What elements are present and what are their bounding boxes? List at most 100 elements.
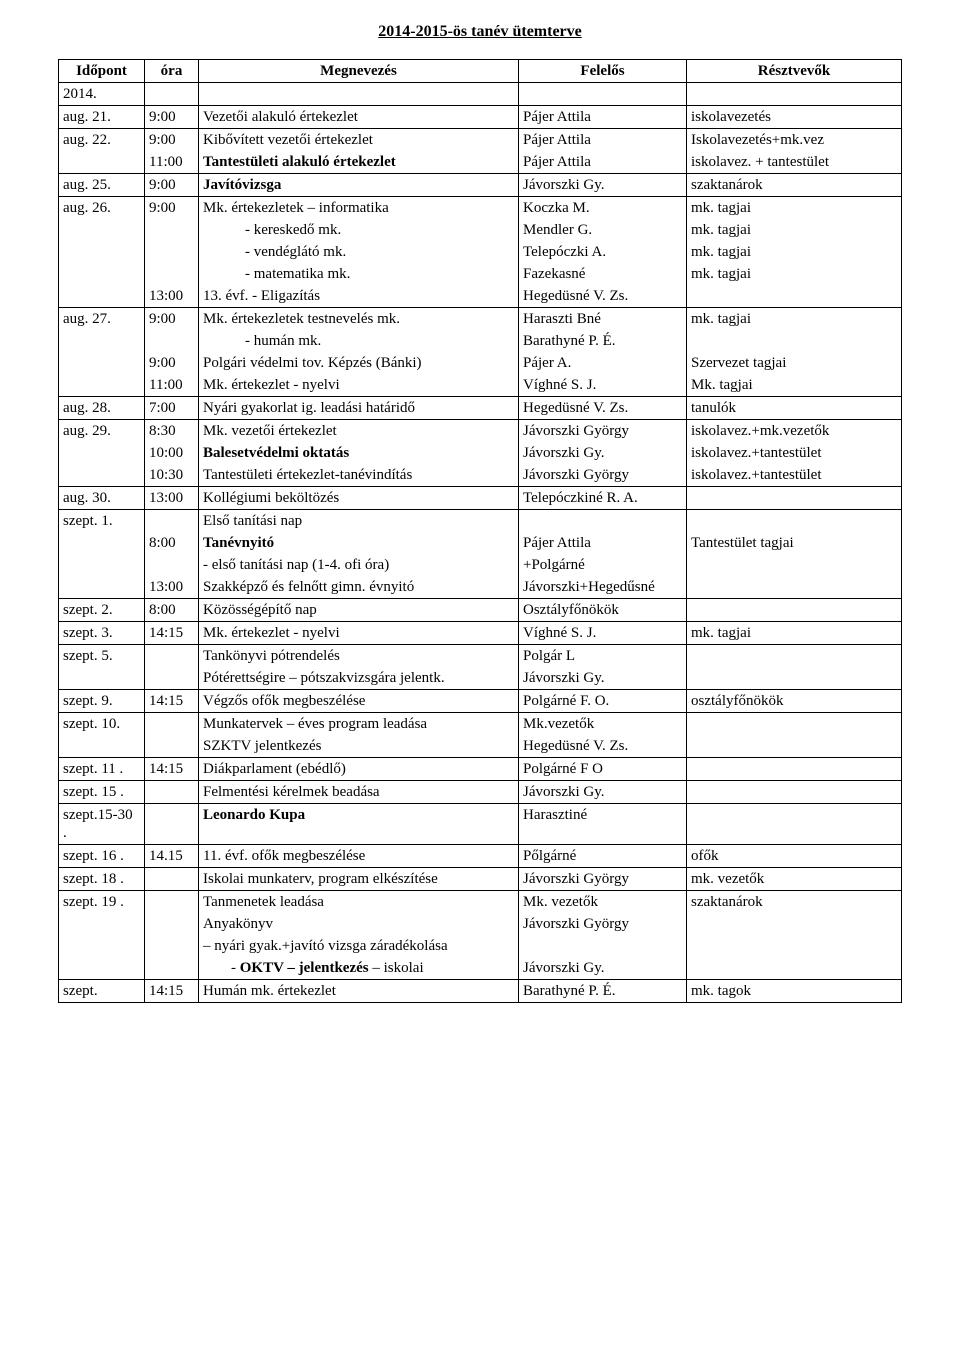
- table-cell: [145, 83, 199, 106]
- table-row: szept.15-30 .Leonardo KupaHarasztiné: [59, 804, 902, 845]
- table-row: szept.14:15Humán mk. értekezletBarathyné…: [59, 980, 902, 1003]
- table-cell: Jávorszki+Hegedűsné: [519, 576, 687, 599]
- table-cell: [59, 374, 145, 397]
- table-cell: iskolavez.+tantestület: [687, 442, 902, 464]
- col-time: óra: [145, 60, 199, 83]
- table-row: szept. 3.14:15Mk. értekezlet - nyelviVíg…: [59, 622, 902, 645]
- table-row: aug. 25.9:00JavítóvizsgaJávorszki Gy.sza…: [59, 174, 902, 197]
- table-cell: aug. 30.: [59, 487, 145, 510]
- table-cell: szept. 2.: [59, 599, 145, 622]
- table-cell: 8:30: [145, 420, 199, 443]
- table-row: szept. 2.8:00Közösségépítő napOsztályfőn…: [59, 599, 902, 622]
- table-cell: tanulók: [687, 397, 902, 420]
- table-cell: - vendéglátó mk.: [199, 241, 519, 263]
- table-cell: [145, 935, 199, 957]
- table-cell: szept. 1.: [59, 510, 145, 533]
- table-cell: Jávorszki György: [519, 464, 687, 487]
- table-cell: Szervezet tagjai: [687, 352, 902, 374]
- table-cell: [145, 241, 199, 263]
- table-cell: Mk. vezetők: [519, 891, 687, 914]
- table-cell: [687, 735, 902, 758]
- table-cell: SZKTV jelentkezés: [199, 735, 519, 758]
- col-desc: Megnevezés: [199, 60, 519, 83]
- table-cell: [687, 510, 902, 533]
- table-cell: Mendler G.: [519, 219, 687, 241]
- table-cell: [687, 599, 902, 622]
- table-cell: 14:15: [145, 758, 199, 781]
- table-cell: Jávorszki Gy.: [519, 442, 687, 464]
- table-cell: 13:00: [145, 487, 199, 510]
- table-cell: [145, 891, 199, 914]
- table-cell: [59, 442, 145, 464]
- table-cell: [145, 713, 199, 736]
- table-cell: Jávorszki Gy.: [519, 957, 687, 980]
- table-cell: Jávorszki György: [519, 913, 687, 935]
- table-cell: Polgárné F. O.: [519, 690, 687, 713]
- table-cell: 7:00: [145, 397, 199, 420]
- table-cell: [687, 330, 902, 352]
- table-cell: [687, 781, 902, 804]
- table-cell: iskolavezetés: [687, 106, 902, 129]
- table-cell: – nyári gyak.+javító vizsga záradékolása: [199, 935, 519, 957]
- table-cell: Jávorszki Gy.: [519, 667, 687, 690]
- table-cell: iskolavez.+tantestület: [687, 464, 902, 487]
- table-cell: 9:00: [145, 129, 199, 152]
- table-cell: mk. tagjai: [687, 219, 902, 241]
- table-row: aug. 28.7:00Nyári gyakorlat ig. leadási …: [59, 397, 902, 420]
- table-row: szept. 11 .14:15Diákparlament (ebédlő)Po…: [59, 758, 902, 781]
- table-cell: [687, 758, 902, 781]
- table-cell: mk. tagjai: [687, 241, 902, 263]
- table-cell: [687, 645, 902, 668]
- table-row: aug. 30.13:00Kollégiumi beköltözésTelepó…: [59, 487, 902, 510]
- table-cell: mk. tagjai: [687, 308, 902, 331]
- table-cell: Pájer Attila: [519, 129, 687, 152]
- table-row: szept. 16 .14.1511. évf. ofők megbeszélé…: [59, 845, 902, 868]
- table-cell: Tanévnyitó: [199, 532, 519, 554]
- table-row: szept. 18 .Iskolai munkaterv, program el…: [59, 868, 902, 891]
- table-cell: Leonardo Kupa: [199, 804, 519, 845]
- table-cell: Hegedüsné V. Zs.: [519, 285, 687, 308]
- table-cell: [59, 241, 145, 263]
- table-cell: 13:00: [145, 285, 199, 308]
- table-cell: Fazekasné: [519, 263, 687, 285]
- table-row: - vendéglátó mk.Telepóczki A.mk. tagjai: [59, 241, 902, 263]
- table-cell: Diákparlament (ebédlő): [199, 758, 519, 781]
- table-cell: [59, 330, 145, 352]
- table-row: aug. 27.9:00Mk. értekezletek testnevelés…: [59, 308, 902, 331]
- table-cell: Pájer Attila: [519, 151, 687, 174]
- table-cell: 14:15: [145, 622, 199, 645]
- table-cell: [687, 913, 902, 935]
- table-row: szept. 19 .Tanmenetek leadásaMk. vezetők…: [59, 891, 902, 914]
- table-row: Pótérettségire – pótszakvizsgára jelentk…: [59, 667, 902, 690]
- table-cell: [145, 804, 199, 845]
- table-cell: Mk.vezetők: [519, 713, 687, 736]
- table-cell: Jávorszki Gy.: [519, 781, 687, 804]
- table-row: AnyakönyvJávorszki György: [59, 913, 902, 935]
- table-cell: [145, 913, 199, 935]
- table-cell: aug. 29.: [59, 420, 145, 443]
- table-cell: iskolavez.+mk.vezetők: [687, 420, 902, 443]
- table-row: 2014.: [59, 83, 902, 106]
- table-cell: Pótérettségire – pótszakvizsgára jelentk…: [199, 667, 519, 690]
- table-cell: [687, 957, 902, 980]
- table-cell: Haraszti Bné: [519, 308, 687, 331]
- table-cell: Jávorszki György: [519, 868, 687, 891]
- table-cell: Mk. értekezlet - nyelvi: [199, 622, 519, 645]
- table-cell: 14:15: [145, 980, 199, 1003]
- table-cell: Mk. tagjai: [687, 374, 902, 397]
- table-cell: aug. 26.: [59, 197, 145, 220]
- table-row: 11:00Mk. értekezlet - nyelviVíghné S. J.…: [59, 374, 902, 397]
- table-cell: [59, 554, 145, 576]
- table-cell: ofők: [687, 845, 902, 868]
- table-cell: mk. tagjai: [687, 622, 902, 645]
- table-cell: Mk. értekezletek – informatika: [199, 197, 519, 220]
- table-cell: [59, 532, 145, 554]
- table-cell: Kollégiumi beköltözés: [199, 487, 519, 510]
- table-cell: - matematika mk.: [199, 263, 519, 285]
- table-cell: +Polgárné: [519, 554, 687, 576]
- schedule-table: Időpont óra Megnevezés Felelős Résztvevő…: [58, 59, 902, 1003]
- table-cell: mk. tagok: [687, 980, 902, 1003]
- table-cell: Osztályfőnökök: [519, 599, 687, 622]
- table-cell: 14:15: [145, 690, 199, 713]
- table-cell: Munkatervek – éves program leadása: [199, 713, 519, 736]
